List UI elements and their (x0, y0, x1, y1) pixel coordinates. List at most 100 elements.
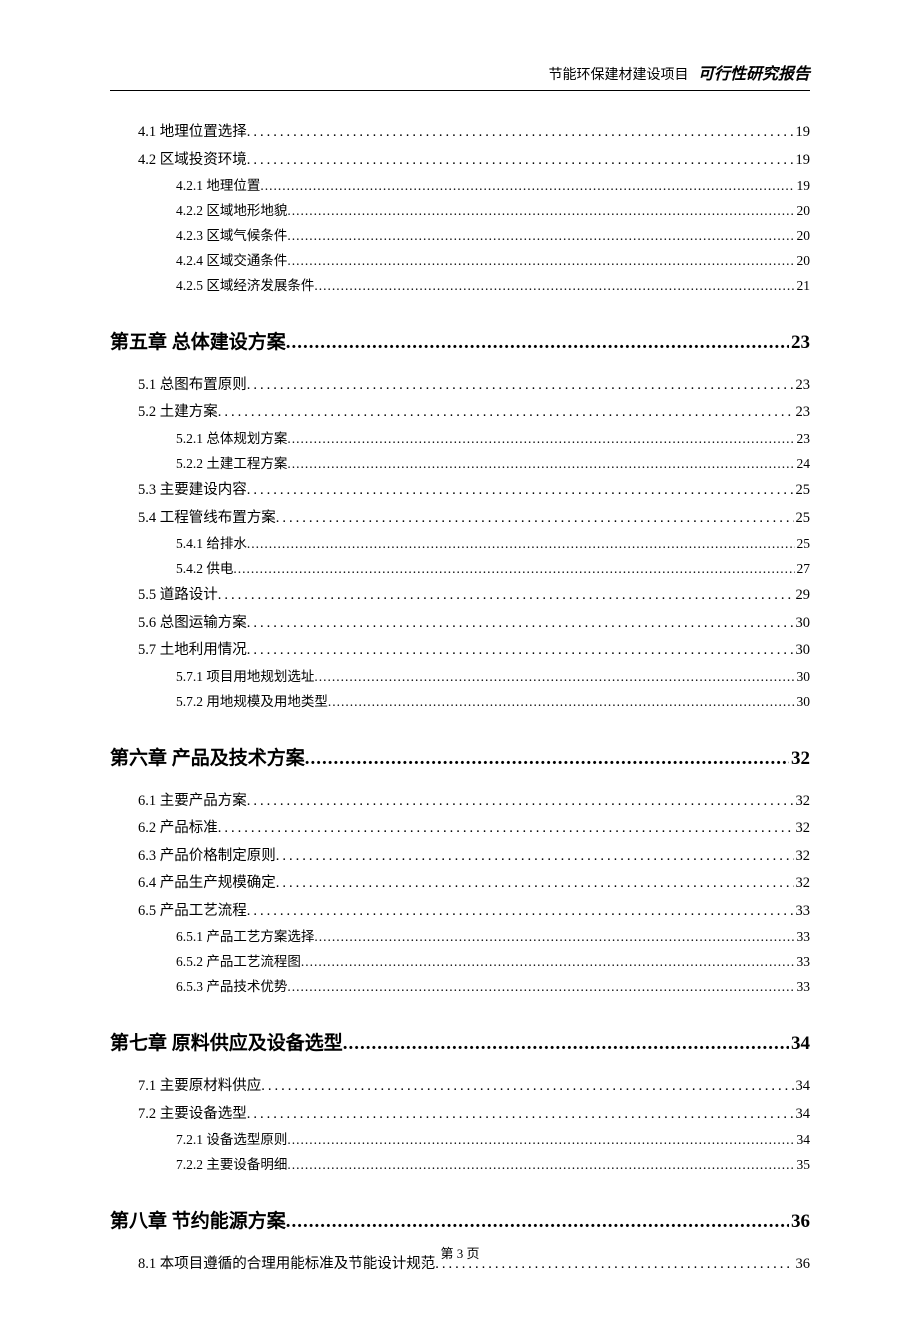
toc-entry-page: 32 (794, 788, 811, 816)
toc-entry-label: 4.2.3 区域气候条件 (176, 224, 287, 249)
toc-entry-page: 25 (794, 505, 811, 533)
toc-entry-page: 24 (795, 452, 811, 477)
toc-entry-label: 5.7 土地利用情况 (138, 637, 247, 665)
header-report-title: 可行性研究报告 (698, 66, 810, 83)
toc-leader-dots: ........................................… (247, 477, 794, 505)
toc-entry-page: 23 (795, 427, 811, 452)
toc-entry-label: 6.5.2 产品工艺流程图 (176, 950, 301, 975)
toc-leader-dots: ........................................… (247, 788, 794, 816)
page-container: 节能环保建材建设项目 可行性研究报告 4.1 地理位置选择...........… (0, 0, 920, 1329)
toc-leader-dots: ........................................… (247, 532, 795, 557)
toc-entry-page: 32 (794, 815, 811, 843)
toc-entry: 6.2 产品标准................................… (138, 815, 810, 843)
toc-entry-page: 33 (795, 925, 811, 950)
toc-leader-dots: ........................................… (276, 843, 794, 871)
toc-leader-dots: ........................................… (261, 1073, 793, 1101)
toc-leader-dots: ........................................… (287, 224, 794, 249)
toc-entry-label: 5.2 土建方案 (138, 399, 218, 427)
toc-entry-label: 6.2 产品标准 (138, 815, 218, 843)
toc-entry: 4.2.2 区域地形地貌............................… (176, 199, 810, 224)
toc-entry-label: 6.5.3 产品技术优势 (176, 975, 287, 1000)
toc-leader-dots: ........................................… (276, 505, 794, 533)
toc-entry-label: 5.2.2 土建工程方案 (176, 452, 287, 477)
toc-entry-page: 29 (794, 582, 811, 610)
toc-leader-dots: ........................................… (314, 665, 794, 690)
toc-entry-page: 33 (794, 898, 811, 926)
toc-entry: 5.6 总图运输方案..............................… (138, 610, 810, 638)
toc-entry-page: 25 (794, 477, 811, 505)
toc-entry: 7.2 主要设备选型..............................… (138, 1101, 810, 1129)
toc-entry-page: 34 (794, 1101, 811, 1129)
toc-entry-label: 4.1 地理位置选择 (138, 119, 247, 147)
toc-entry-page: 32 (794, 843, 811, 871)
header-project-name: 节能环保建材建设项目 (548, 68, 688, 83)
toc-leader-dots: ........................................… (343, 1033, 789, 1055)
toc-leader-dots: ........................................… (233, 557, 794, 582)
toc-entry-page: 32 (789, 748, 810, 770)
toc-leader-dots: ........................................… (305, 748, 789, 770)
toc-entry: 6.5.1 产品工艺方案选择..........................… (176, 925, 810, 950)
toc-entry: 6.1 主要产品方案..............................… (138, 788, 810, 816)
toc-leader-dots: ........................................… (286, 1211, 789, 1233)
toc-entry: 第八章 节约能源方案..............................… (110, 1206, 810, 1233)
toc-entry-page: 33 (795, 975, 811, 1000)
toc-entry-page: 23 (794, 399, 811, 427)
toc-entry: 第五章 总体建设方案..............................… (110, 327, 810, 354)
toc-entry: 4.2 区域投资环境..............................… (138, 147, 810, 175)
toc-entry-label: 6.5.1 产品工艺方案选择 (176, 925, 314, 950)
toc-entry: 7.1 主要原材料供应.............................… (138, 1073, 810, 1101)
toc-entry-page: 34 (794, 1073, 811, 1101)
toc-entry-page: 19 (794, 147, 811, 175)
toc-entry-label: 5.7.1 项目用地规划选址 (176, 665, 314, 690)
toc-entry: 4.2.5 区域经济发展条件..........................… (176, 274, 810, 299)
toc-leader-dots: ........................................… (247, 119, 794, 147)
toc-entry-label: 4.2.4 区域交通条件 (176, 249, 287, 274)
toc-leader-dots: ........................................… (218, 399, 794, 427)
toc-entry: 5.3 主要建设内容..............................… (138, 477, 810, 505)
toc-entry-label: 4.2 区域投资环境 (138, 147, 247, 175)
toc-entry-page: 19 (794, 119, 811, 147)
toc-entry-label: 第五章 总体建设方案 (110, 327, 286, 354)
toc-entry-page: 20 (795, 224, 811, 249)
toc-entry-label: 5.5 道路设计 (138, 582, 218, 610)
toc-entry-label: 4.2.5 区域经济发展条件 (176, 274, 314, 299)
toc-entry-page: 25 (795, 532, 811, 557)
toc-entry-page: 34 (795, 1128, 811, 1153)
toc-entry-page: 30 (795, 665, 811, 690)
toc-leader-dots: ........................................… (287, 452, 794, 477)
toc-entry-page: 21 (795, 274, 811, 299)
toc-leader-dots: ........................................… (287, 1153, 794, 1178)
toc-entry-label: 5.3 主要建设内容 (138, 477, 247, 505)
toc-entry: 第七章 原料供应及设备选型...........................… (110, 1028, 810, 1055)
toc-leader-dots: ........................................… (287, 427, 794, 452)
toc-entry: 5.5 道路设计................................… (138, 582, 810, 610)
toc-entry-page: 33 (795, 950, 811, 975)
toc-entry: 5.7 土地利用情况..............................… (138, 637, 810, 665)
toc-entry: 7.2.2 主要设备明细............................… (176, 1153, 810, 1178)
toc-entry: 5.4.1 给排水...............................… (176, 532, 810, 557)
toc-entry-page: 30 (794, 637, 811, 665)
toc-entry-page: 23 (789, 332, 810, 354)
table-of-contents: 4.1 地理位置选择..............................… (110, 119, 810, 1279)
toc-entry: 6.5.3 产品技术优势............................… (176, 975, 810, 1000)
toc-leader-dots: ........................................… (247, 147, 794, 175)
page-header: 节能环保建材建设项目 可行性研究报告 (110, 60, 810, 91)
toc-entry-label: 5.2.1 总体规划方案 (176, 427, 287, 452)
toc-leader-dots: ........................................… (247, 1101, 794, 1129)
toc-leader-dots: ........................................… (314, 925, 794, 950)
toc-entry: 5.2.1 总体规划方案............................… (176, 427, 810, 452)
toc-leader-dots: ........................................… (286, 332, 789, 354)
toc-leader-dots: ........................................… (328, 690, 795, 715)
toc-entry-label: 5.4 工程管线布置方案 (138, 505, 276, 533)
toc-entry-page: 34 (789, 1033, 810, 1055)
toc-leader-dots: ........................................… (314, 274, 794, 299)
toc-leader-dots: ........................................… (287, 975, 794, 1000)
toc-leader-dots: ........................................… (247, 372, 794, 400)
toc-entry-label: 7.1 主要原材料供应 (138, 1073, 261, 1101)
toc-entry: 第六章 产品及技术方案.............................… (110, 743, 810, 770)
toc-leader-dots: ........................................… (287, 199, 794, 224)
toc-entry-label: 6.1 主要产品方案 (138, 788, 247, 816)
toc-entry: 5.4.2 供电................................… (176, 557, 810, 582)
toc-leader-dots: ........................................… (301, 950, 795, 975)
toc-entry-label: 7.2 主要设备选型 (138, 1101, 247, 1129)
